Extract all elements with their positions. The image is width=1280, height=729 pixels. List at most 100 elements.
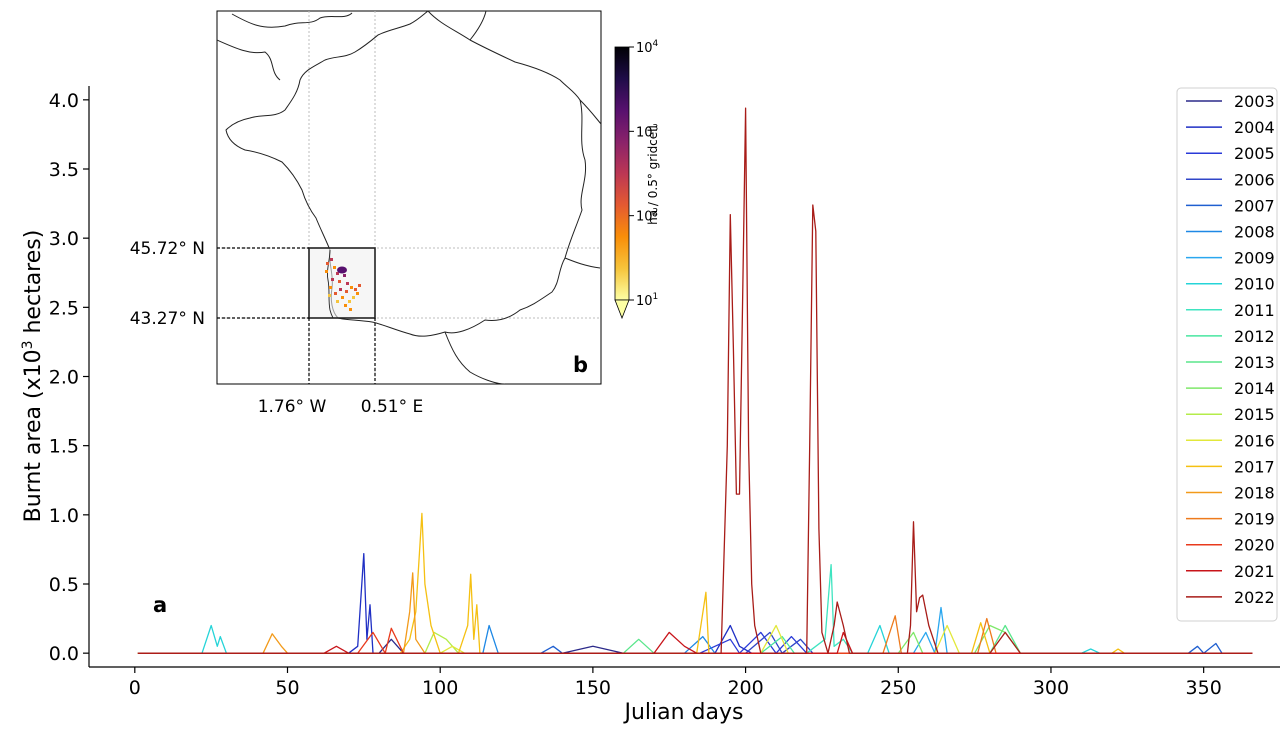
x-tick-label: 0 bbox=[129, 677, 141, 699]
legend-label-2008: 2008 bbox=[1234, 223, 1275, 242]
x-tick-label: 50 bbox=[275, 677, 299, 699]
lat-label-north: 45.72° N bbox=[130, 239, 205, 259]
legend-label-2005: 2005 bbox=[1234, 144, 1275, 163]
series-line-2007 bbox=[137, 642, 1253, 654]
fire-cell bbox=[336, 300, 339, 303]
legend-label-2009: 2009 bbox=[1234, 249, 1275, 268]
series-line-2016 bbox=[137, 624, 1253, 654]
colorbar-tick-label: 104 bbox=[636, 39, 659, 56]
lon-label-west: 1.76° W bbox=[258, 397, 327, 417]
fire-cell bbox=[325, 270, 328, 273]
inset-map: b 45.72° N 43.27° N 1.76° W 0.51° E bbox=[130, 10, 602, 417]
legend-label-2020: 2020 bbox=[1234, 536, 1275, 555]
study-region-box bbox=[308, 247, 376, 319]
x-tick-label: 250 bbox=[880, 677, 916, 699]
y-axis-label: Burnt area (x103 hectares) bbox=[20, 230, 46, 523]
legend-label-2017: 2017 bbox=[1234, 457, 1275, 476]
fire-cell bbox=[331, 278, 334, 281]
colorbar-tick-label: 103 bbox=[636, 123, 658, 140]
legend-label-2010: 2010 bbox=[1234, 275, 1275, 294]
fire-cell bbox=[329, 286, 332, 289]
panel-a-label: a bbox=[153, 593, 167, 617]
x-ticks: 0 50 100 150 200 250 300 350 bbox=[129, 667, 1222, 699]
fire-cell bbox=[345, 290, 348, 293]
country-border bbox=[217, 11, 601, 384]
x-tick-label: 300 bbox=[1033, 677, 1069, 699]
colorbar-gradient bbox=[614, 46, 630, 301]
series-line-2022 bbox=[137, 107, 1253, 654]
colorbar-label: ha / 0.5° gridcell bbox=[646, 125, 660, 225]
series-lines bbox=[137, 107, 1253, 654]
legend-label-2018: 2018 bbox=[1234, 484, 1275, 503]
fire-cell bbox=[350, 286, 353, 289]
fire-cell bbox=[343, 274, 346, 277]
fire-cell bbox=[346, 282, 349, 285]
fire-cell bbox=[326, 262, 329, 265]
series-line-2012 bbox=[137, 635, 1253, 654]
fire-cell bbox=[358, 284, 361, 287]
fire-cell bbox=[356, 292, 359, 295]
lon-label-east: 0.51° E bbox=[361, 397, 424, 417]
series-line-2014 bbox=[137, 624, 1253, 654]
fire-cell bbox=[336, 272, 339, 275]
y-tick-label: 3.5 bbox=[49, 159, 79, 181]
lat-label-south: 43.27° N bbox=[130, 309, 205, 329]
fire-cell bbox=[341, 296, 344, 299]
series-line-2005 bbox=[137, 631, 1253, 654]
legend-label-2015: 2015 bbox=[1234, 405, 1275, 424]
fire-cell bbox=[349, 308, 352, 311]
legend-frame bbox=[1176, 87, 1278, 622]
colorbar-tick-label: 101 bbox=[636, 292, 658, 309]
fire-cell bbox=[338, 280, 341, 283]
legend-label-2013: 2013 bbox=[1234, 353, 1275, 372]
x-tick-label: 350 bbox=[1186, 677, 1222, 699]
fire-cell bbox=[337, 266, 347, 274]
inset-map-frame bbox=[216, 10, 602, 385]
y-tick-label: 0.5 bbox=[49, 574, 79, 596]
y-tick-label: 0.0 bbox=[49, 643, 79, 665]
x-axis-label: Julian days bbox=[622, 700, 743, 725]
series-line-2013 bbox=[137, 624, 1253, 654]
fire-cell bbox=[352, 296, 355, 299]
panel-b-label: b bbox=[573, 353, 588, 377]
x-tick-label: 150 bbox=[575, 677, 611, 699]
legend-label-2016: 2016 bbox=[1234, 431, 1275, 450]
series-line-2021 bbox=[137, 631, 1253, 654]
y-ticks: 0.0 0.5 1.0 1.5 2.0 2.5 3.0 3.5 4.0 bbox=[49, 90, 89, 665]
legend-label-2022: 2022 bbox=[1234, 588, 1275, 607]
y-tick-label: 1.0 bbox=[49, 505, 79, 527]
fire-cell bbox=[344, 304, 347, 307]
legend-label-2006: 2006 bbox=[1234, 170, 1275, 189]
legend-label-2021: 2021 bbox=[1234, 562, 1275, 581]
y-tick-label: 2.0 bbox=[49, 367, 79, 389]
x-tick-label: 100 bbox=[422, 677, 458, 699]
series-line-2009 bbox=[137, 606, 1253, 654]
series-line-2019 bbox=[137, 615, 1253, 654]
series-line-2011 bbox=[137, 563, 1253, 654]
fire-cell bbox=[328, 294, 331, 297]
colorbar-tick-label: 102 bbox=[636, 208, 658, 225]
legend-label-2004: 2004 bbox=[1234, 118, 1275, 137]
colorbar-extend-triangle bbox=[614, 299, 630, 320]
legend-label-2011: 2011 bbox=[1234, 301, 1275, 320]
france-coastline bbox=[225, 11, 587, 337]
legend-label-2012: 2012 bbox=[1234, 327, 1275, 346]
fire-cell bbox=[334, 292, 337, 295]
y-tick-label: 1.5 bbox=[49, 436, 79, 458]
legend-label-2019: 2019 bbox=[1234, 510, 1275, 529]
series-line-2010 bbox=[137, 624, 1253, 654]
colorbar: 104 103 102 101 ha / 0.5° gridcell bbox=[614, 39, 660, 320]
y-tick-label: 4.0 bbox=[49, 90, 79, 112]
fire-cell bbox=[339, 288, 342, 291]
series-line-2018 bbox=[137, 572, 1253, 654]
inset-map-content bbox=[217, 11, 601, 384]
fire-cell bbox=[348, 300, 351, 303]
y-tick-label: 3.0 bbox=[49, 228, 79, 250]
legend-label-2003: 2003 bbox=[1234, 92, 1275, 111]
fire-cell bbox=[354, 288, 357, 291]
fire-cells bbox=[325, 258, 361, 311]
series-line-2004 bbox=[137, 552, 1253, 654]
legend: 2003 2004 2005 2006 2007 2008 2009 2010 2011 2012… bbox=[1176, 87, 1278, 622]
fire-cell bbox=[330, 258, 333, 261]
